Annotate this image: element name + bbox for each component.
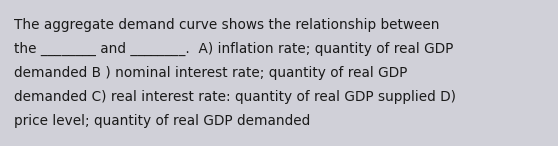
Text: demanded B ) nominal interest rate; quantity of real GDP: demanded B ) nominal interest rate; quan…: [14, 66, 407, 80]
Text: the ________ and ________.  A) inflation rate; quantity of real GDP: the ________ and ________. A) inflation …: [14, 42, 453, 56]
Text: price level; quantity of real GDP demanded: price level; quantity of real GDP demand…: [14, 114, 310, 128]
Text: The aggregate demand curve shows the relationship between: The aggregate demand curve shows the rel…: [14, 18, 440, 32]
Text: demanded C) real interest rate: quantity of real GDP supplied D): demanded C) real interest rate: quantity…: [14, 90, 456, 104]
